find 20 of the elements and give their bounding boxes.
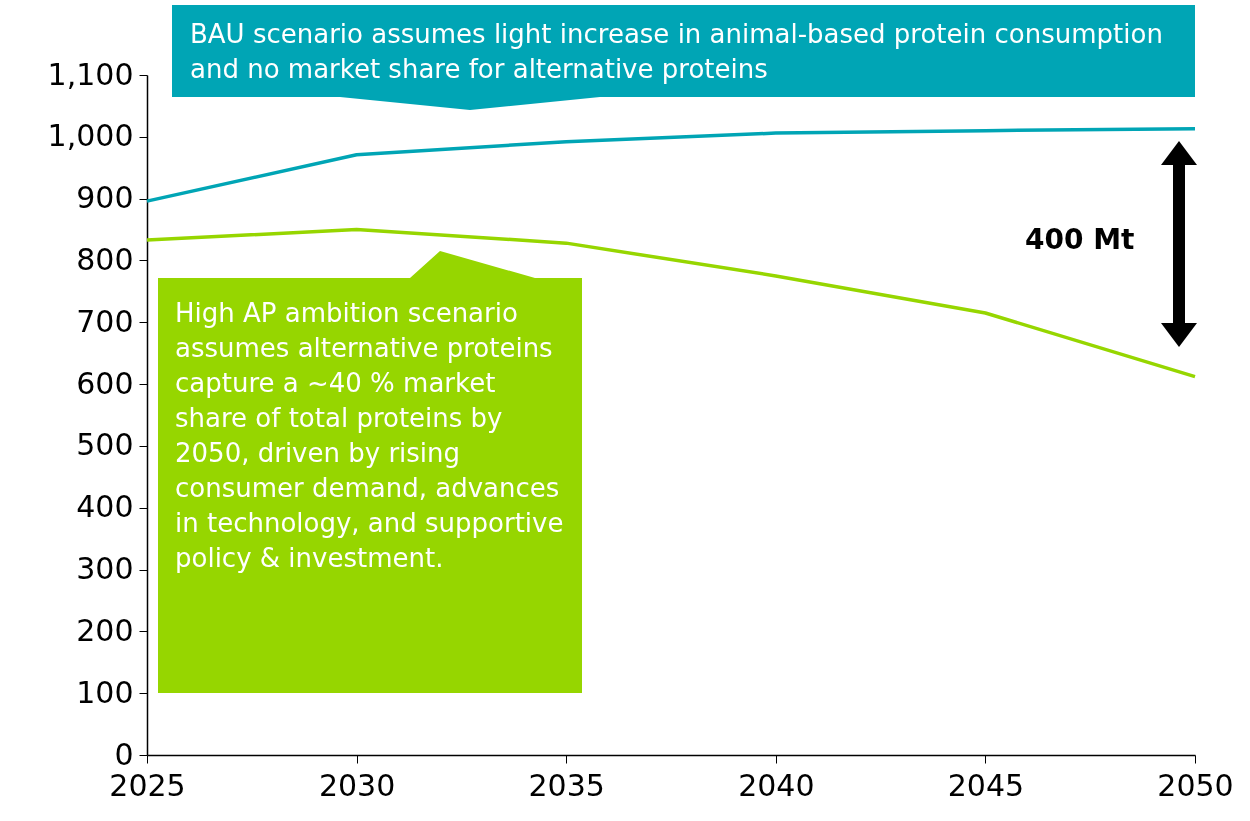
annotation: 400 Mt [1025,222,1135,258]
y-tick-label: 400 [76,489,134,525]
y-tick-label: 600 [76,365,134,401]
y-tick-label: 100 [76,674,134,710]
x-tick-label: 2050 [1157,767,1234,803]
line-series [145,127,1197,203]
y-tick-label: 700 [76,303,134,339]
x-tick-label: 2030 [318,767,396,803]
x-tick-label: 2040 [738,767,815,803]
annotation: BAU scenario assumes light increase in animal-based protein consumption and no market share for alternative proteins [189,18,1164,86]
y-tick-label: 900 [76,180,134,216]
y-tick-label: 300 [76,551,134,587]
y-tick-label: 500 [76,427,134,463]
y-tick-label: 200 [76,612,134,648]
y-tick-label: 800 [76,241,134,277]
x-tick-label: 2045 [947,767,1025,803]
y-tick-label: 1,100 [47,56,134,92]
y-tick-label: 1,000 [47,118,134,154]
annotation: High AP ambition scenario assumes alternative proteins capture a ~40 % market share of total proteins by 2050, driven by rising consumer demand, advances in technology, and supportive policy & investment. [174,297,565,575]
x-tick-label: 2035 [528,767,605,803]
